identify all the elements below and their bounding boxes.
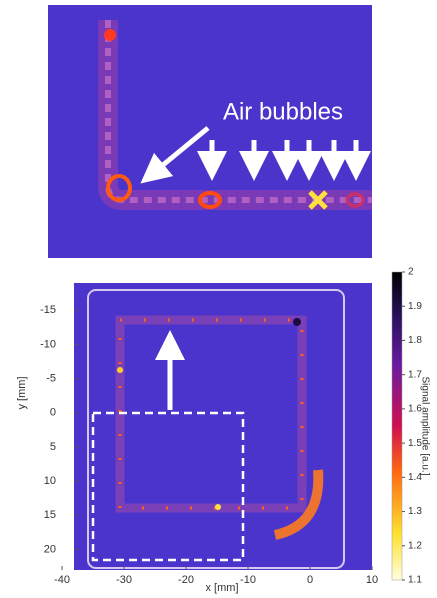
colorbar-tick-label: 1.3 (408, 506, 422, 517)
colorbar-tick-label: 1.6 (408, 404, 422, 415)
y-tick-label: 5 (50, 441, 56, 453)
colorbar-tick-label: 1.1 (408, 575, 422, 586)
x-tick-label: -40 (54, 574, 70, 586)
x-tick-label: 0 (307, 574, 313, 586)
x-tick-label: -10 (240, 574, 256, 586)
x-tick-label: -30 (116, 574, 132, 586)
colorbar-tick-label: 1.8 (408, 335, 422, 346)
y-tick-label: 15 (44, 509, 56, 521)
colorbar-tick-label: 1.9 (408, 301, 422, 312)
x-axis-label: x [mm] (206, 582, 239, 594)
y-tick-label: -10 (40, 338, 56, 350)
y-tick-label: 20 (44, 543, 56, 555)
y-axis-label: y [mm] (16, 377, 28, 410)
zoom-image (48, 5, 372, 258)
y-tick-label: -15 (40, 304, 56, 316)
colorbar-tick-label: 1.4 (408, 472, 422, 483)
heatmap-image (74, 283, 372, 570)
colorbar (391, 271, 403, 581)
colorbar-tick-label: 1.5 (408, 438, 422, 449)
y-tick-label: 0 (50, 407, 56, 419)
x-tick-label: -20 (178, 574, 194, 586)
colorbar-tick-label: 1.7 (408, 369, 422, 380)
y-tick-label: 10 (44, 475, 56, 487)
colorbar-tick-label: 2 (408, 267, 414, 278)
colorbar-tick-label: 1.2 (408, 540, 422, 551)
x-tick-label: 10 (366, 574, 378, 586)
annotation: Air bubbles (223, 98, 343, 125)
y-tick-label: -5 (46, 373, 56, 385)
colorbar-label: Signal amplitude [a.u.] (419, 377, 430, 476)
